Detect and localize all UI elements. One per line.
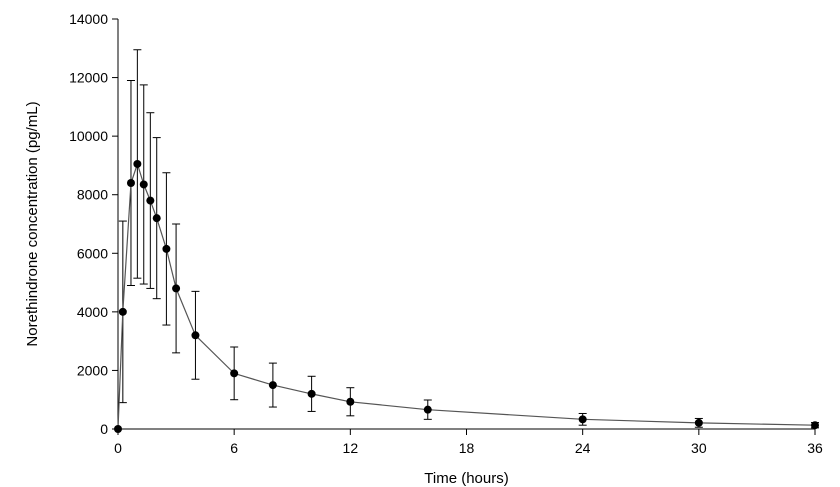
data-point [811, 421, 819, 430]
data-point [152, 214, 161, 223]
data-point [118, 307, 127, 316]
x-tick-label: 36 [807, 440, 823, 456]
x-tick-label: 30 [691, 440, 707, 456]
data-point [146, 196, 155, 205]
data-point [162, 244, 171, 253]
series-line [117, 162, 816, 430]
data-point [268, 381, 277, 390]
data-point [346, 397, 355, 406]
y-tick-label: 14000 [69, 11, 108, 27]
y-axis-ticks: 0 2000 4000 6000 8000 10000 12000 14000 [69, 11, 118, 437]
y-tick-label: 6000 [77, 245, 108, 261]
y-tick-label: 2000 [77, 362, 108, 378]
data-point [423, 405, 432, 414]
x-tick-label: 24 [575, 440, 591, 456]
y-axis-title: Norethindrone concentration (pg/mL) [24, 101, 41, 346]
x-tick-label: 6 [230, 440, 238, 456]
axes [117, 19, 815, 430]
y-tick-label: 0 [100, 421, 108, 437]
x-tick-label: 0 [114, 440, 122, 456]
data-point [694, 418, 703, 427]
data-point [114, 425, 122, 433]
data-point [133, 159, 142, 168]
y-tick-label: 12000 [69, 70, 108, 86]
data-point [230, 369, 239, 378]
data-point [139, 180, 148, 189]
y-tick-label: 8000 [77, 187, 108, 203]
data-point [578, 415, 587, 424]
data-points [114, 159, 819, 433]
x-tick-label: 12 [343, 440, 359, 456]
y-tick-label: 4000 [77, 304, 108, 320]
y-tick-label: 10000 [69, 128, 108, 144]
error-bars [118, 49, 819, 429]
data-point [307, 389, 316, 398]
data-point [172, 284, 181, 293]
x-axis-title: Time (hours) [424, 470, 508, 487]
data-point [191, 331, 200, 340]
x-axis-ticks: 0 6 12 18 24 30 36 [114, 429, 823, 456]
data-point [126, 179, 135, 187]
x-tick-label: 18 [459, 440, 475, 456]
